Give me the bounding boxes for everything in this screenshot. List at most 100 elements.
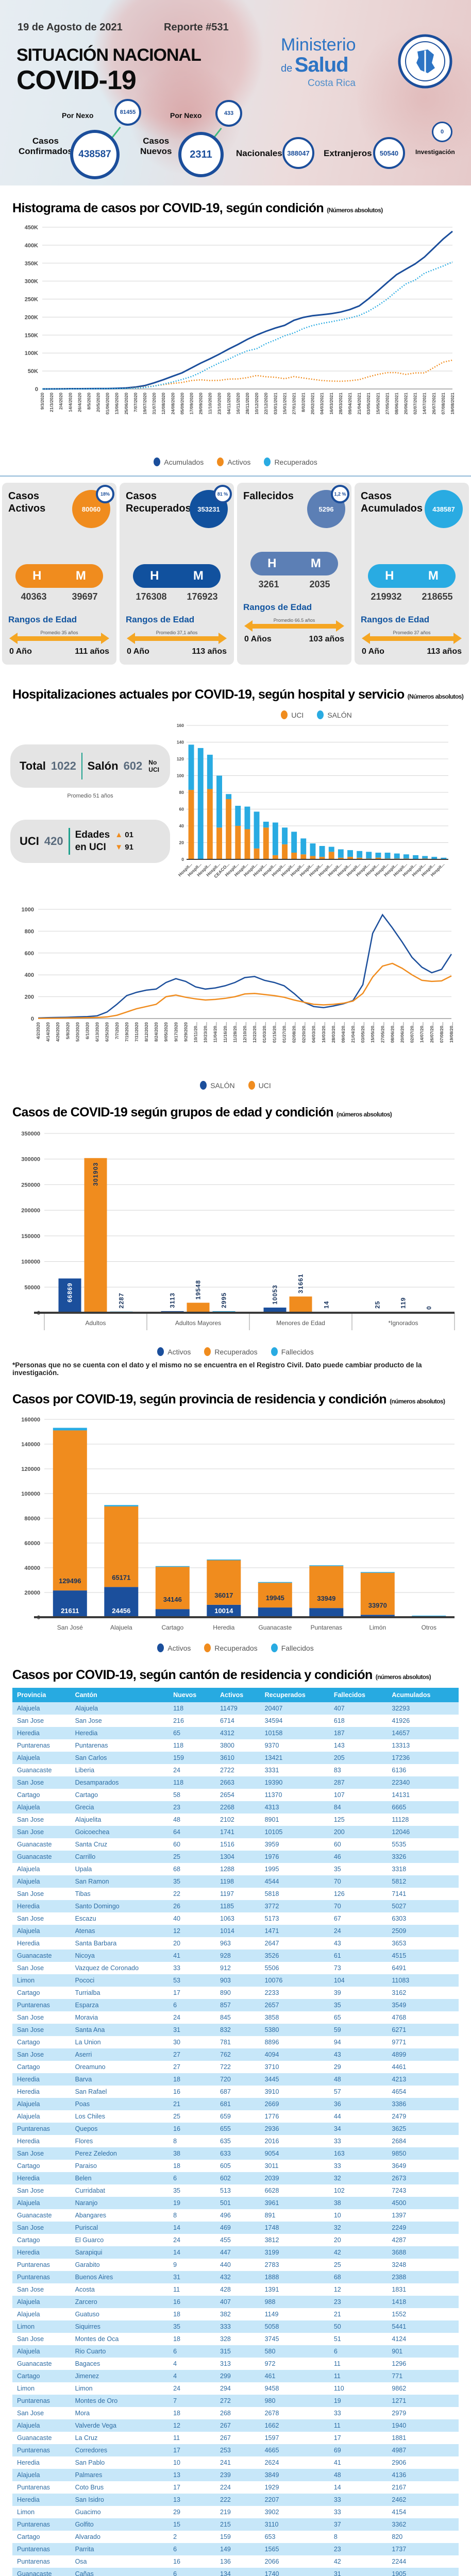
- table-row: Cartago Paraiso 18 605 3011 33 3649: [12, 2160, 459, 2172]
- column-header-provincia: Provincia: [12, 1688, 71, 1702]
- report-header: 19 de Agosto de 2021 Reporte #531 SITUAC…: [0, 0, 471, 185]
- svg-text:36017: 36017: [214, 1591, 233, 1599]
- svg-text:150K: 150K: [25, 332, 38, 338]
- svg-text:7/19/2020: 7/19/2020: [124, 1022, 129, 1042]
- svg-text:40: 40: [179, 823, 184, 828]
- age-chart: 0 50000 100000 150000 200000 250000 300000 3500…: [10, 1124, 461, 1345]
- svg-text:09/04/20...: 09/04/20...: [341, 1022, 346, 1043]
- page-title-line1: SITUACIÓN NACIONAL: [16, 45, 201, 65]
- svg-text:04/03/2021: 04/03/2021: [319, 393, 325, 415]
- svg-text:02/07/2021: 02/07/2021: [413, 393, 418, 415]
- arrow-up-icon: ▲: [115, 831, 123, 839]
- province-section-title: Casos por COVID-19, según provincia de r…: [12, 1392, 445, 1406]
- table-row: San Jose Alajuelita 48 2102 8901 125 11128: [12, 1814, 459, 1826]
- table-row: Cartago El Guarco 24 455 3812 20 4287: [12, 2234, 459, 2246]
- svg-text:03/01/2021: 03/01/2021: [273, 393, 278, 415]
- age-max: 113 años: [427, 647, 462, 656]
- svg-text:10053: 10053: [272, 1285, 279, 1304]
- table-row: San Jose Montes de Oca 18 328 3745 51 4124: [12, 2333, 459, 2345]
- column-header-acumulados: Acumulados: [387, 1688, 459, 1702]
- svg-text:7/7/2020: 7/7/2020: [114, 1022, 120, 1039]
- svg-text:80: 80: [179, 790, 184, 795]
- svg-text:17/09/2020: 17/09/2020: [189, 393, 194, 415]
- svg-text:27/05/2021: 27/05/2021: [384, 393, 390, 415]
- svg-text:31/07/2020: 31/07/2020: [152, 393, 157, 415]
- report-number: Reporte #531: [164, 22, 229, 33]
- report-date: 19 de Agosto de 2021: [18, 22, 123, 33]
- nacionales-label: Nacionales: [236, 148, 282, 158]
- svg-text:Otros: Otros: [422, 1624, 436, 1631]
- confirmados-value: 438587: [78, 149, 111, 160]
- province-legend: Activos Recuperados Fallecidos: [0, 1643, 471, 1652]
- svg-text:12/10/20...: 12/10/20...: [242, 1022, 247, 1043]
- svg-text:14/07/20...: 14/07/20...: [419, 1022, 425, 1043]
- confirmados-nexo-value: 81455: [120, 109, 136, 115]
- table-row: Alajuela Upala 68 1288 1995 35 3318: [12, 1863, 459, 1875]
- svg-text:14/4/2020: 14/4/2020: [68, 393, 73, 412]
- table-row: Guanacaste Abangares 8 496 891 10 1397: [12, 2209, 459, 2222]
- svg-text:150000: 150000: [21, 1233, 40, 1240]
- table-row: Alajuela San Carlos 159 3610 13421 205 17236: [12, 1752, 459, 1764]
- card-title: Casos Activos: [8, 490, 46, 514]
- age-min: 0 Año: [362, 647, 384, 656]
- svg-text:04/03/20...: 04/03/20...: [311, 1022, 316, 1043]
- hospital-trend-chart: 0 200 400 600 800 1000 4/2/2020 4/14/2020 4/26/2…: [10, 903, 461, 1079]
- canton-section-title: Casos por COVID-19, según cantón de resi…: [12, 1668, 431, 1682]
- svg-text:15/05/20...: 15/05/20...: [370, 1022, 375, 1043]
- hospital-age-average: Promedio 51 años: [67, 793, 113, 799]
- svg-text:07/08/2021: 07/08/2021: [441, 393, 446, 415]
- uci-age-range: ▲ 01 ▼ 91: [115, 831, 133, 852]
- nuevos-nexo-circle: 433: [215, 100, 242, 127]
- hospital-section-title: Hospitalizaciones actuales por COVID-19,…: [12, 687, 464, 702]
- age-average: Promedio 35 años: [40, 630, 78, 635]
- age-min: 0 Años: [244, 635, 272, 643]
- svg-text:28/03/2021: 28/03/2021: [338, 393, 343, 415]
- extranjeros-value-circle: 50540: [373, 137, 405, 169]
- svg-text:9/29/2020: 9/29/2020: [183, 1022, 188, 1042]
- table-row: San Jose Mora 18 268 2678 33 2979: [12, 2407, 459, 2419]
- svg-text:10/23/20...: 10/23/20...: [203, 1022, 208, 1043]
- svg-text:22/12/2020: 22/12/2020: [263, 393, 268, 415]
- nuevos-nexo-value: 433: [224, 110, 234, 116]
- svg-text:19/08/2021: 19/08/2021: [450, 393, 455, 415]
- table-row: Guanacaste Bagaces 4 313 972 11 1296: [12, 2358, 459, 2370]
- column-header-fallecidos: Fallecidos: [329, 1688, 388, 1702]
- legend-item-activos: Activos: [157, 1347, 191, 1356]
- total-label: Total: [20, 759, 46, 772]
- svg-text:San José: San José: [57, 1624, 83, 1631]
- table-row: Guanacaste La Cruz 11 267 1597 17 1881: [12, 2432, 459, 2444]
- legend-dot-icon: [248, 1081, 255, 1090]
- table-row: Guanacaste Cañas 6 134 1740 31 1905: [12, 2568, 459, 2576]
- svg-text:9/3/2020: 9/3/2020: [40, 393, 45, 410]
- svg-text:14/07/2021: 14/07/2021: [422, 393, 427, 415]
- table-row: Puntarenas Montes de Oro 7 272 980 19 1271: [12, 2395, 459, 2407]
- svg-text:0: 0: [35, 386, 38, 393]
- svg-text:01/06/2020: 01/06/2020: [105, 393, 110, 415]
- svg-text:66869: 66869: [66, 1283, 74, 1302]
- svg-text:160000: 160000: [21, 1417, 40, 1423]
- legend-item-salón: SALÓN: [200, 1081, 235, 1090]
- svg-text:300K: 300K: [25, 279, 38, 285]
- uci-value: 420: [44, 835, 63, 848]
- table-row: Puntarenas Corredores 17 253 4665 69 4987: [12, 2444, 459, 2456]
- svg-text:02/20/20...: 02/20/20...: [301, 1022, 307, 1043]
- confirmados-nexo-label: Por Nexo: [62, 111, 94, 120]
- svg-text:20/06/20...: 20/06/20...: [400, 1022, 405, 1043]
- canton-table: Provincia Cantón Nuevos Activos Recuperados F…: [12, 1688, 459, 2576]
- svg-text:11/28/20...: 11/28/20...: [232, 1022, 238, 1043]
- svg-text:16/11/2020: 16/11/2020: [236, 393, 241, 414]
- male-count: 176308: [136, 591, 167, 602]
- svg-text:Cartago: Cartago: [161, 1624, 183, 1631]
- legend-item-fallecidos: Fallecidos: [271, 1643, 314, 1652]
- age-range-label: Rangos de Edad: [243, 602, 312, 612]
- svg-text:65171: 65171: [112, 1573, 130, 1581]
- table-row: Alajuela San Ramon 35 1198 4544 70 5812: [12, 1875, 459, 1888]
- column-header-activos: Activos: [215, 1688, 260, 1702]
- svg-text:Heredia: Heredia: [213, 1624, 234, 1631]
- table-row: Limon Limon 24 294 9458 110 9862: [12, 2382, 459, 2395]
- svg-text:Limón: Limón: [369, 1624, 386, 1631]
- hospital-uci-pill: UCI 420 Edades en UCI ▲ 01 ▼ 91: [10, 820, 170, 863]
- gender-values: 176308 176923: [126, 591, 228, 602]
- arrow-down-icon: ▼: [115, 843, 123, 852]
